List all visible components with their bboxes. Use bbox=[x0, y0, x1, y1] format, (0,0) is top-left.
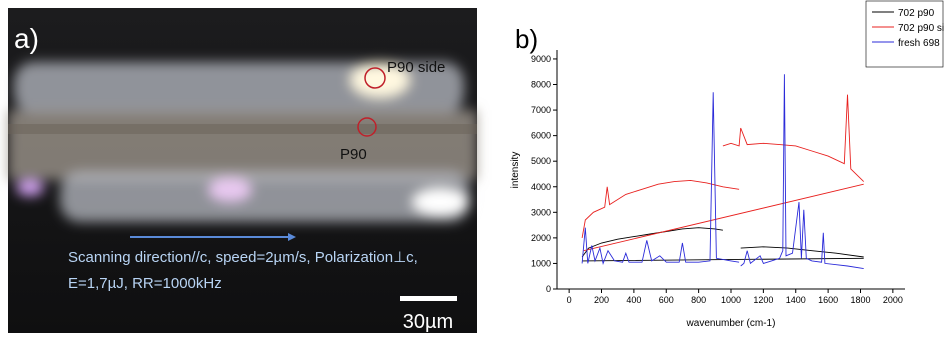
y-tick-label: 4000 bbox=[531, 182, 551, 192]
series-line bbox=[581, 94, 865, 252]
x-tick-label: 200 bbox=[594, 295, 609, 305]
x-tick-label: 1400 bbox=[786, 295, 806, 305]
legend-label: fresh 698 bbox=[898, 38, 940, 49]
scale-bar-label: 30µm bbox=[403, 311, 453, 333]
micrograph: a) P90 side P90 Scanning direction//c, s… bbox=[8, 8, 477, 333]
y-tick-label: 8000 bbox=[531, 80, 551, 90]
x-axis-label: wavenumber (cm-1) bbox=[686, 318, 776, 329]
caption: Scanning direction//c, speed=2µm/s, Pola… bbox=[68, 249, 418, 266]
y-tick-label: 2000 bbox=[531, 233, 551, 243]
x-tick-label: 400 bbox=[626, 295, 641, 305]
x-tick-label: 1000 bbox=[721, 295, 741, 305]
x-tick-label: 2000 bbox=[883, 295, 903, 305]
y-tick-label: 1000 bbox=[531, 258, 551, 268]
legend-box bbox=[865, 0, 944, 68]
panel-label: a) bbox=[14, 23, 39, 54]
y-tick-label: 7000 bbox=[531, 105, 551, 115]
marker-label: P90 side bbox=[387, 59, 445, 76]
y-tick-label: 6000 bbox=[531, 131, 551, 141]
x-tick-label: 0 bbox=[567, 295, 572, 305]
series-line bbox=[581, 227, 864, 262]
x-tick-label: 1600 bbox=[818, 295, 838, 305]
y-tick-label: 0 bbox=[546, 284, 551, 294]
y-tick-label: 9000 bbox=[531, 54, 551, 64]
caption: E=1,7µJ, RR=1000kHz bbox=[68, 275, 222, 292]
panel-label: b) bbox=[515, 24, 538, 54]
legend-label: 702 p90 bbox=[898, 8, 935, 19]
series-line bbox=[581, 74, 864, 270]
x-tick-label: 600 bbox=[659, 295, 674, 305]
y-tick-label: 3000 bbox=[531, 207, 551, 217]
y-tick-label: 5000 bbox=[531, 156, 551, 166]
y-axis-label: intensity bbox=[510, 152, 521, 189]
marker-label: P90 bbox=[340, 146, 367, 163]
legend-label: 702 p90 side bbox=[898, 23, 944, 34]
x-tick-label: 1800 bbox=[850, 295, 870, 305]
x-tick-label: 1200 bbox=[753, 295, 773, 305]
x-tick-label: 800 bbox=[691, 295, 706, 305]
